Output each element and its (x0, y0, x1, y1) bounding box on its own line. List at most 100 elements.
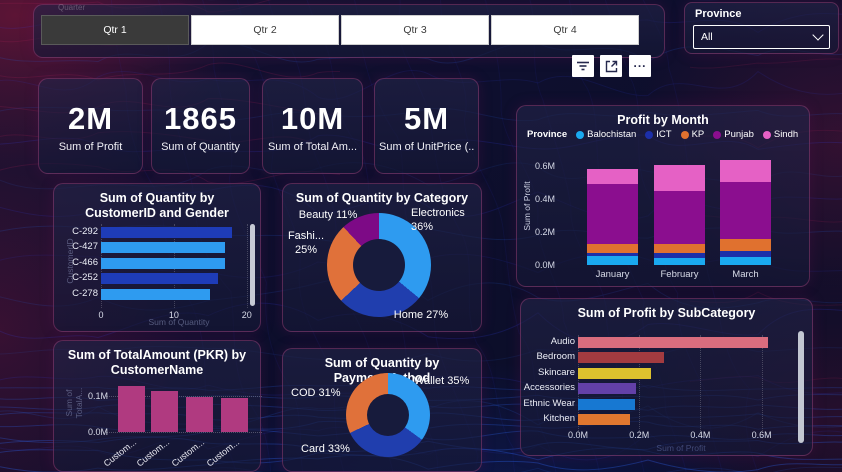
chart-scrollbar[interactable] (250, 224, 255, 306)
legend-item-ict: ICT (645, 129, 672, 140)
bar-segment-sindh[interactable] (720, 160, 771, 182)
category-label: C-292 (72, 226, 98, 237)
chart-title: Sum of Quantity by Category (295, 191, 469, 205)
bar-segment-balochistan[interactable] (587, 255, 638, 265)
bar[interactable] (101, 288, 211, 300)
x-axis-tick: 0.0M (567, 430, 588, 440)
bar-segment-ict[interactable] (587, 252, 638, 256)
bar-segment-ict[interactable] (720, 250, 771, 257)
bar[interactable] (578, 383, 637, 395)
x-axis-title: Sum of Quantity (148, 317, 210, 327)
bar-segment-sindh[interactable] (654, 165, 705, 191)
chart-title: Sum of Profit by SubCategory (577, 306, 756, 320)
bar[interactable] (101, 257, 225, 269)
more-options-icon[interactable]: ... (629, 55, 651, 77)
column-bar[interactable] (186, 396, 213, 432)
legend-dot (713, 130, 722, 139)
y-axis-tick: 0.0M (87, 427, 108, 437)
y-axis-tick: 0.2M (534, 227, 555, 237)
x-axis-label: January (595, 269, 630, 280)
legend-dot (576, 130, 585, 139)
bar-segment-balochistan[interactable] (720, 256, 771, 265)
slice-label-wallet: Wallet 35% (414, 375, 470, 387)
chart-quantity-by-category: Sum of Quantity by Category Beauty 11% E… (282, 183, 482, 332)
x-axis-label: Custom... (204, 437, 241, 469)
bar-segment-punjab[interactable] (587, 184, 638, 245)
bar-segment-kp[interactable] (720, 239, 771, 251)
stacked-column[interactable] (587, 168, 638, 265)
focus-mode-icon[interactable] (600, 55, 622, 77)
x-axis-tick: 20 (241, 310, 252, 320)
category-label: C-252 (72, 272, 98, 284)
x-axis-tick: 0.4M (690, 430, 711, 440)
bar[interactable] (578, 337, 768, 348)
bar-segment-kp[interactable] (587, 244, 638, 253)
bar-segment-ict[interactable] (654, 252, 705, 258)
plot-area[interactable] (106, 375, 262, 433)
bar-segment-kp[interactable] (654, 244, 705, 253)
slice-label-beauty: Beauty 11% (298, 209, 358, 221)
chart-quantity-by-customer: Sum of Quantity by CustomerID and Gender… (53, 183, 261, 332)
chart-profit-by-month: Profit by Month Province Balochistan ICT K… (516, 105, 810, 287)
category-label: Skincare (538, 366, 575, 378)
kpi-value: 10M (280, 101, 345, 136)
bar-segment-balochistan[interactable] (654, 257, 705, 265)
province-label: Province (695, 8, 742, 20)
column-bar[interactable] (118, 386, 145, 432)
province-dropdown[interactable]: All (693, 25, 830, 49)
gridline (761, 335, 763, 435)
slice-label-cod: COD 31% (291, 387, 341, 399)
kpi-label: Sum of Quantity (161, 141, 240, 153)
x-axis-label: February (660, 269, 699, 280)
bar-segment-punjab[interactable] (720, 181, 771, 240)
bar[interactable] (101, 227, 233, 238)
qtr-4-button[interactable]: Qtr 4 (491, 15, 639, 45)
legend-item-sindh: Sindh (762, 129, 798, 140)
category-label: Accessories (523, 382, 575, 394)
qtr-3-button[interactable]: Qtr 3 (341, 15, 489, 45)
bar-segment-sindh[interactable] (587, 168, 638, 185)
kpi-label: Sum of UnitPrice (... (379, 141, 474, 153)
bar[interactable] (101, 273, 218, 285)
chart-title: Sum of Quantity by CustomerID and Gender (85, 191, 229, 221)
donut-chart[interactable] (327, 213, 431, 317)
legend-item-kp: KP (680, 129, 704, 140)
bar-segment-punjab[interactable] (654, 190, 705, 245)
qtr-1-button[interactable]: Qtr 1 (41, 15, 189, 45)
legend-item-balochistan: Balochistan (576, 129, 636, 140)
filter-icon[interactable] (572, 55, 594, 77)
qtr-2-button[interactable]: Qtr 2 (191, 15, 339, 45)
x-axis-title: Sum of Profit (656, 443, 706, 453)
stacked-column[interactable] (654, 165, 705, 265)
plot-area[interactable] (578, 335, 784, 435)
y-axis-tick: 0.0M (534, 260, 555, 270)
gridline (106, 432, 262, 433)
bar[interactable] (578, 367, 652, 379)
y-axis-tick: 0.6M (534, 161, 555, 171)
donut-chart[interactable] (346, 373, 430, 457)
category-label: Audio (550, 336, 575, 347)
chart-scrollbar[interactable] (798, 331, 804, 443)
bar[interactable] (578, 398, 635, 410)
legend-dot (680, 130, 689, 139)
bar[interactable] (578, 352, 664, 364)
bar[interactable] (578, 414, 631, 425)
stacked-column[interactable] (720, 160, 771, 265)
y-axis-tick: 0.4M (534, 194, 555, 204)
slice-label-electronics: Electronics 36% (411, 207, 465, 233)
x-axis-label: Custom... (169, 437, 206, 469)
province-filter-card: Province All (684, 2, 839, 54)
column-bar[interactable] (151, 391, 178, 432)
category-label: C-427 (72, 241, 98, 253)
bar[interactable] (101, 242, 225, 254)
gridline (246, 224, 248, 308)
column-bar[interactable] (221, 397, 248, 432)
legend-item-punjab: Punjab (713, 129, 754, 140)
category-label: Ethnic Wear (523, 397, 575, 409)
y-axis-title: Sum of TotalA... (64, 387, 84, 419)
legend-dot (645, 130, 654, 139)
plot-area[interactable] (101, 224, 257, 308)
chart-quantity-by-payment: Sum of Quantity by PaymentMethod Wallet … (282, 348, 482, 472)
chart-totalamount-by-customer: Sum of TotalAmount (PKR) by CustomerName… (53, 340, 262, 472)
